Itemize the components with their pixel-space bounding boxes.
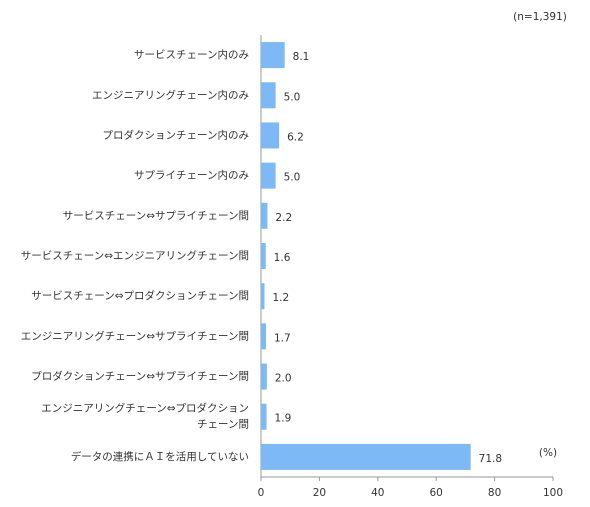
y-tick-label: データの連携にＡＩを活用していない — [71, 450, 249, 463]
sample-note: (n=1,391) — [513, 11, 567, 23]
value-label: 8.1 — [293, 51, 310, 63]
bar — [261, 323, 266, 350]
y-tick-label: プロダクションチェーン⇔サプライチェーン間 — [31, 370, 249, 383]
y-tick-label: サービスチェーン⇔サプライチェーン間 — [63, 210, 249, 222]
y-tick-label: エンジニアリングチェーン⇔プロダクションチェーン間 — [41, 402, 249, 431]
value-label: 1.9 — [275, 413, 292, 425]
value-label: 1.2 — [273, 292, 290, 304]
value-label: 1.7 — [274, 332, 291, 344]
x-tick-label: 20 — [313, 487, 326, 499]
bar — [261, 82, 276, 109]
value-label: 2.0 — [275, 373, 292, 385]
bar — [261, 443, 471, 470]
x-tick-label: 80 — [488, 487, 501, 499]
bar — [261, 403, 267, 430]
y-tick-label: サービスチェーン内のみ — [134, 48, 249, 61]
y-tick-label: プロダクションチェーン内のみ — [103, 128, 249, 141]
y-tick-label: サプライチェーン内のみ — [134, 169, 249, 182]
bar — [261, 42, 285, 69]
bar — [261, 363, 267, 390]
y-tick-label: サービスチェーン⇔エンジニアリングチェーン間 — [21, 249, 249, 262]
bar — [261, 162, 276, 189]
bar — [261, 283, 265, 310]
x-tick-label: 60 — [430, 487, 443, 499]
bar — [261, 202, 268, 229]
bar — [261, 122, 280, 149]
unit-label: (%) — [539, 447, 557, 459]
value-label: 1.6 — [274, 252, 291, 264]
x-tick-label: 0 — [258, 487, 265, 499]
value-label: 5.0 — [284, 91, 301, 103]
y-tick-label: エンジニアリングチェーン⇔サプライチェーン間 — [21, 329, 249, 342]
x-tick-label: 100 — [543, 487, 563, 499]
value-label: 6.2 — [287, 131, 304, 143]
value-label: 2.2 — [275, 212, 292, 224]
value-label: 5.0 — [284, 172, 301, 184]
x-tick-label: 40 — [371, 487, 384, 499]
y-tick-label: エンジニアリングチェーン内のみ — [92, 88, 249, 101]
bar — [261, 243, 266, 269]
value-label: 71.8 — [479, 453, 502, 465]
y-tick-label: サービスチェーン⇔プロダクションチェーン間 — [31, 289, 249, 302]
